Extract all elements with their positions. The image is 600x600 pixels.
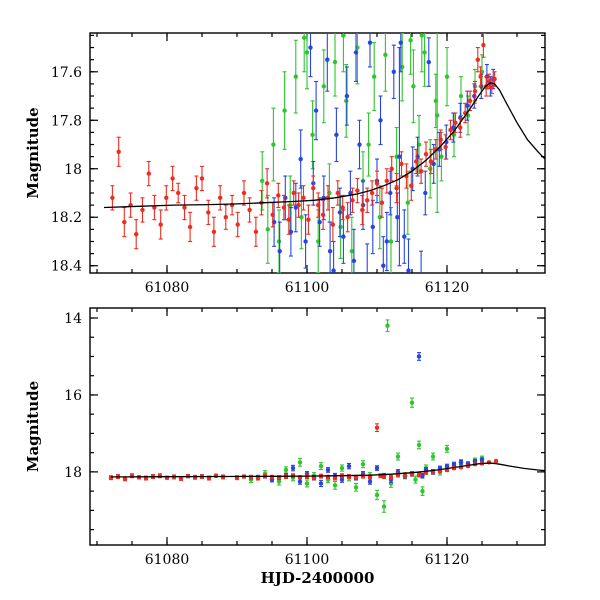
panel-bottom: 61080 61100 61120 14 16 18 Magnitude HJD-240000… <box>24 307 546 587</box>
x-tick-label: 61120 <box>425 552 470 568</box>
y-tick-label: 17.8 <box>51 113 82 129</box>
y-tick-label: 17.6 <box>51 65 82 81</box>
x-tick-label: 61080 <box>145 552 190 568</box>
series-blue-points <box>271 33 496 273</box>
x-axis-title: HJD-2400000 <box>261 569 375 587</box>
series-blue-points <box>255 352 485 488</box>
axis-frame <box>89 307 546 546</box>
axis-ticks <box>90 308 545 545</box>
y-axis-title: Magnitude <box>24 381 42 472</box>
y-tick-label: 18 <box>64 162 82 178</box>
model-curve <box>103 81 545 209</box>
x-tick-label: 61100 <box>285 552 330 568</box>
y-tick-label: 18 <box>64 465 82 481</box>
x-tick-label: 61100 <box>285 280 330 296</box>
panel-top: 61080 61100 61120 17.6 17.8 18 18.2 18.4 Magnitu… <box>24 32 546 296</box>
y-tick-label: 18.2 <box>51 210 82 226</box>
x-tick-label: 61120 <box>425 280 470 296</box>
y-axis-title: Magnitude <box>24 107 42 198</box>
x-tick-label: 61080 <box>145 280 190 296</box>
data-layer <box>108 319 499 513</box>
y-tick-label: 14 <box>64 311 82 327</box>
y-tick-label: 18.4 <box>51 259 82 275</box>
series-red-points <box>108 423 499 482</box>
axis-labels: 61080 61100 61120 14 16 18 Magnitude HJD-240000… <box>24 311 469 587</box>
model-curve <box>110 462 545 478</box>
y-tick-label: 16 <box>64 388 82 404</box>
data-layer <box>110 33 497 273</box>
series-green-points <box>248 319 485 513</box>
axis-labels: 61080 61100 61120 17.6 17.8 18 18.2 18.4 Magnitu… <box>24 65 469 296</box>
